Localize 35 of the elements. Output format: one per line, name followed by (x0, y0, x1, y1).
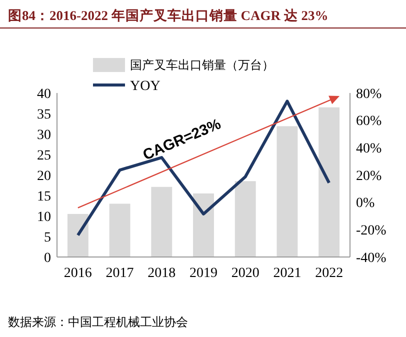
y2-tick-label: 0% (356, 196, 375, 212)
y-tick-label: 10 (37, 210, 51, 225)
chart-title: 图84：2016-2022 年国产叉车出口销量 CAGR 达 23% (8, 7, 328, 23)
y2-tick-label: -40% (356, 250, 387, 266)
y2-tick-label: 80% (356, 86, 382, 102)
line-series (76, 100, 331, 237)
x-tick-label: 2016 (64, 266, 92, 281)
bar (109, 204, 130, 257)
y-tick-label: 30 (37, 128, 51, 143)
legend-label: 国产叉车出口销量（万台） (130, 58, 274, 72)
x-tick-label: 2017 (106, 266, 134, 281)
bar (151, 186, 172, 257)
y2-tick-label: 60% (356, 114, 382, 130)
y2-tick-label: 20% (356, 168, 382, 184)
y2-tick-label: -20% (356, 224, 387, 239)
bar (234, 181, 256, 257)
source-note: 数据来源：中国工程机械工业协会 (8, 315, 188, 329)
bar (67, 214, 88, 257)
y-tick-label: 15 (37, 189, 51, 204)
y2-tick-label: 40% (356, 142, 382, 157)
y-tick-label: 20 (37, 168, 51, 184)
y-tick-label: 25 (37, 148, 51, 164)
x-tick-label: 2022 (315, 266, 344, 281)
x-tick-label: 2018 (148, 266, 176, 281)
y-tick-label: 35 (37, 107, 51, 122)
bar (193, 193, 214, 257)
y-tick-label: 40 (37, 86, 51, 102)
legend-label: YOY (130, 78, 160, 94)
y-tick-label: 5 (44, 230, 51, 246)
x-tick-label: 2021 (273, 266, 302, 281)
x-tick-label: 2019 (190, 266, 218, 281)
bar (318, 107, 340, 257)
y-tick-label: 0 (44, 250, 51, 266)
x-tick-label: 2020 (231, 266, 260, 281)
bar (276, 126, 298, 257)
